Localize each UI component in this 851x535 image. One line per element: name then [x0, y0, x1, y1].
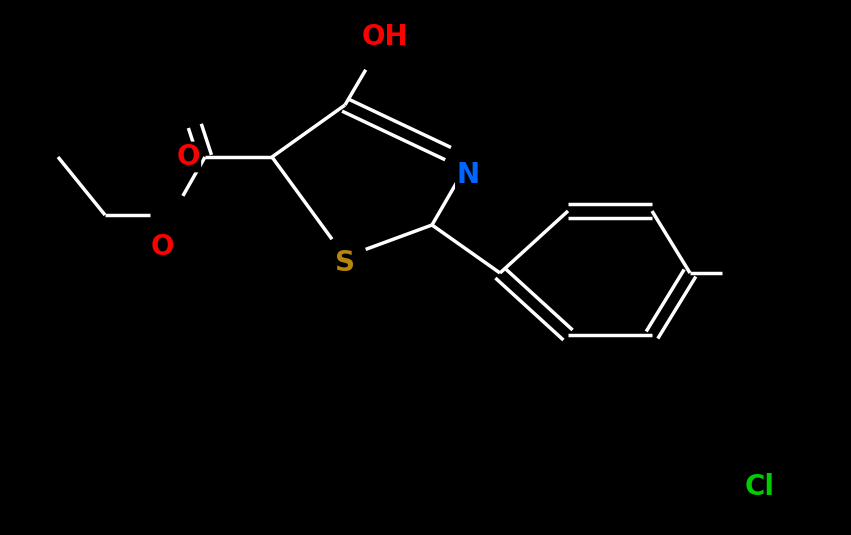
Text: OH: OH: [362, 23, 408, 51]
Text: Cl: Cl: [745, 473, 775, 501]
Text: O: O: [176, 143, 200, 171]
Text: S: S: [335, 249, 355, 277]
Text: O: O: [151, 233, 174, 261]
Text: N: N: [456, 161, 480, 189]
